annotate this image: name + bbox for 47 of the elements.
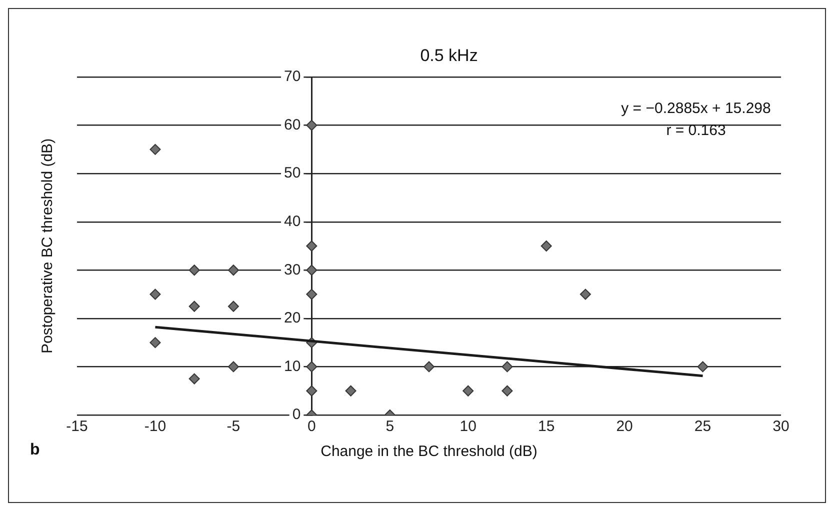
point [580, 288, 591, 300]
y-tick-label: 70 [284, 68, 301, 86]
point [306, 288, 318, 300]
x-tick-label: 15 [538, 418, 555, 436]
point [150, 337, 161, 348]
point [502, 385, 513, 396]
point [424, 361, 434, 372]
y-tick-label: 10 [284, 358, 301, 375]
y-tick-label: 60 [284, 116, 301, 134]
y-tick-label: 30 [284, 261, 301, 278]
x-tick-label: 30 [772, 418, 790, 436]
y-tick-label: 50 [284, 164, 301, 182]
x-tick-label: 0 [307, 418, 316, 436]
point [228, 300, 239, 312]
point [306, 240, 318, 252]
x-tick-label: 5 [386, 418, 394, 436]
x-tick-label: 10 [460, 418, 476, 436]
x-axis-title: Change in the BC threshold (dB) [320, 443, 538, 460]
point [188, 264, 200, 276]
point [306, 264, 318, 276]
point [306, 120, 318, 131]
point [228, 264, 239, 276]
annotation: r = 0.163 [666, 122, 726, 140]
text: b [30, 441, 40, 458]
point [188, 373, 200, 384]
point [188, 300, 200, 312]
point [150, 288, 161, 300]
y-tick-label: 40 [284, 213, 301, 230]
y-tick-label: 0 [292, 406, 301, 424]
point [502, 361, 513, 372]
annotation: y = −0.2885x + 15.298 [621, 100, 771, 118]
x-tick-label: -5 [226, 418, 240, 436]
chart-title: 0.5 kHz [420, 46, 478, 66]
point [345, 385, 356, 396]
x-tick-label: -15 [66, 418, 88, 436]
point [540, 240, 552, 252]
point [150, 144, 161, 155]
point [697, 361, 708, 372]
x-tick-label: -10 [144, 418, 166, 436]
y-tick-label: 20 [284, 310, 301, 327]
point [306, 385, 318, 396]
point [462, 385, 474, 396]
point [306, 361, 318, 372]
point [228, 361, 239, 372]
x-tick-label: 20 [616, 418, 633, 436]
x-tick-label: 25 [694, 418, 712, 436]
y-axis-title: Postoperative BC threshold (dB) [39, 138, 56, 354]
